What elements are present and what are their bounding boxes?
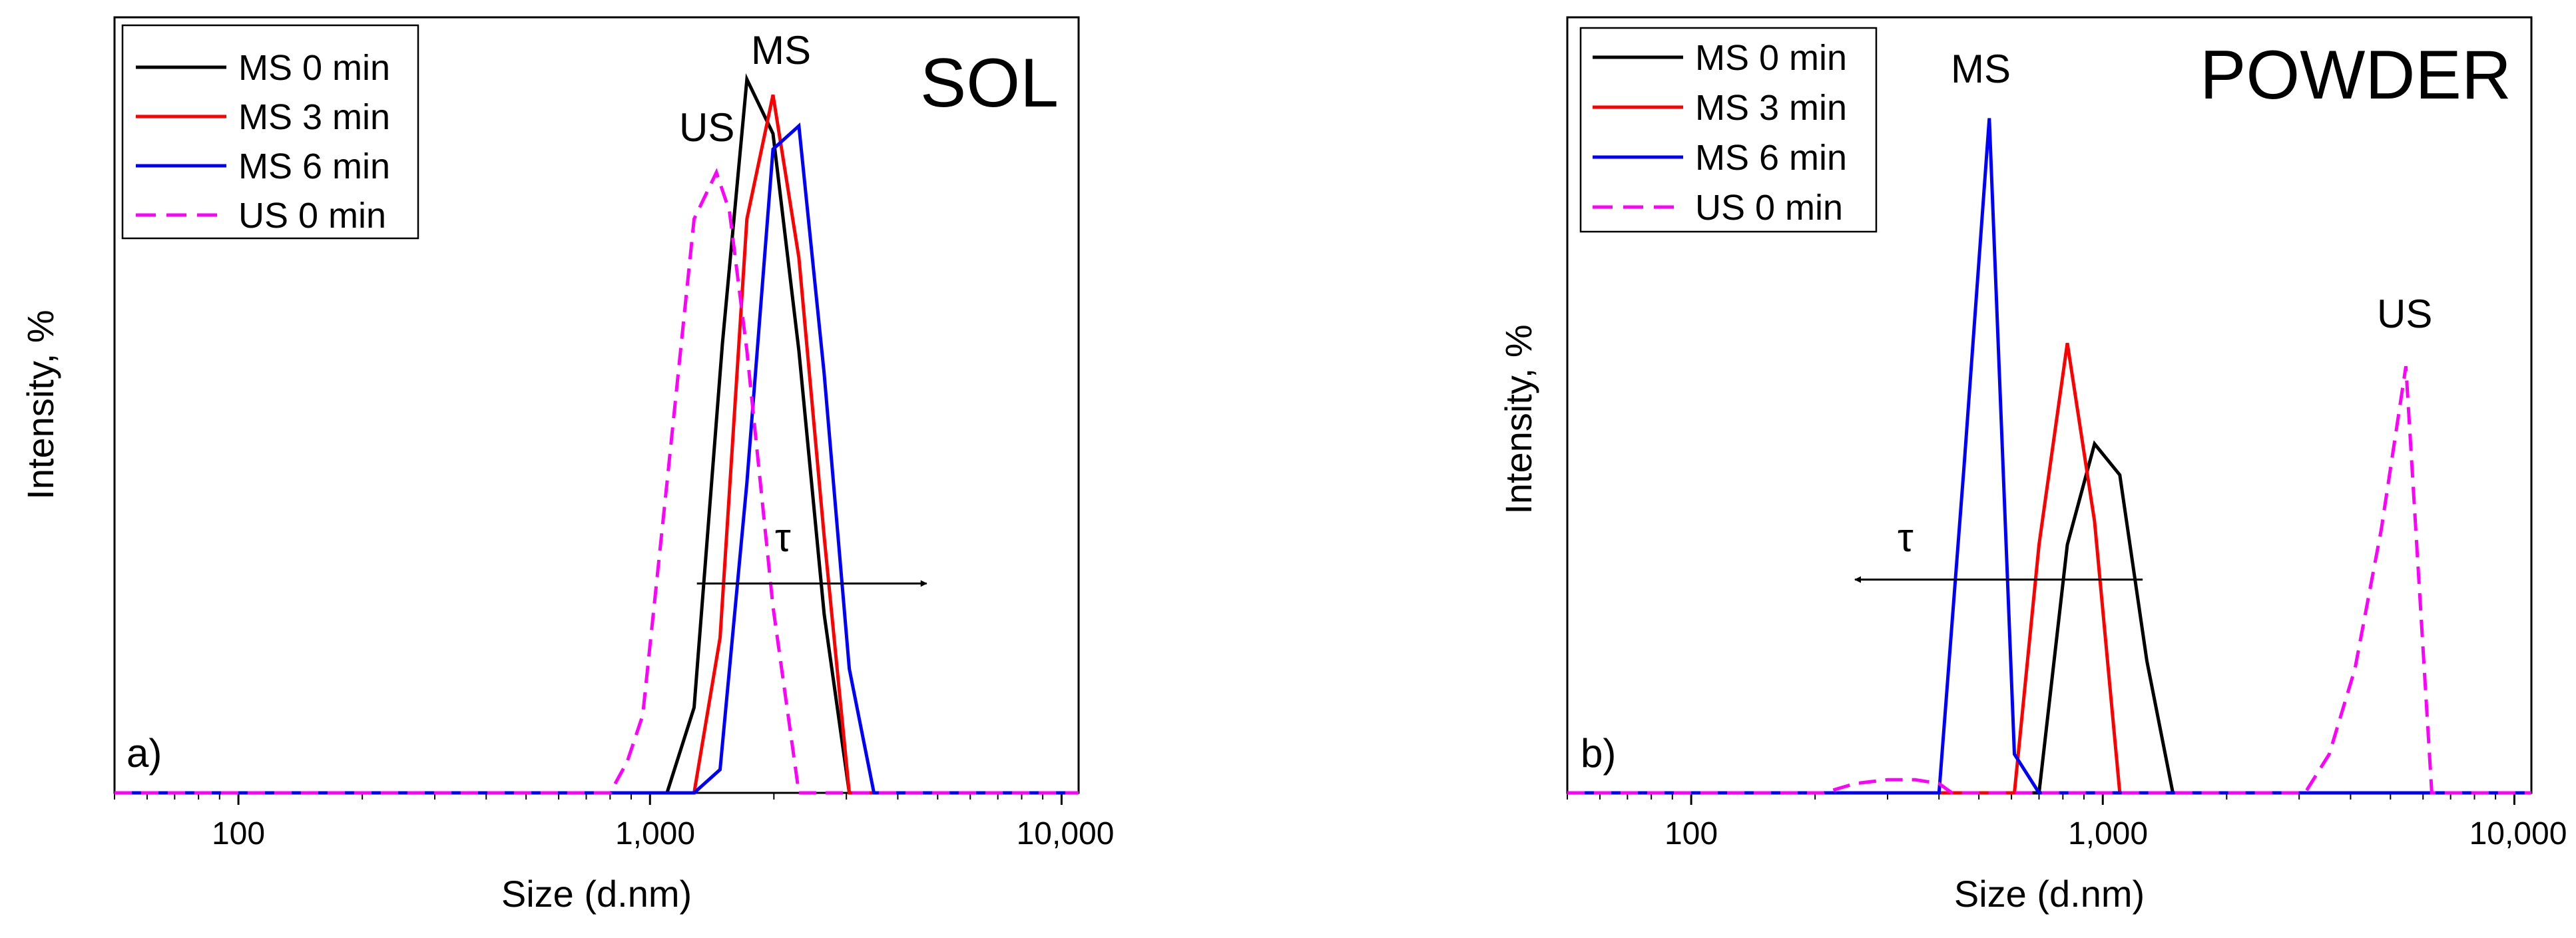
legend-label-ms-3: MS 3 min (238, 97, 390, 137)
x-axis-title: Size (d.nm) (501, 873, 692, 915)
x-ticks (114, 793, 1063, 805)
panel-label: b) (1581, 731, 1616, 776)
series-line-ms-6-min (1567, 118, 2531, 795)
tick-label-1000: 1,000 (615, 816, 695, 851)
y-axis-title: Intensity, % (1497, 324, 1539, 514)
legend-box (121, 24, 419, 240)
series-line-us-0-min (1567, 365, 2531, 795)
y-axis-title: Intensity, % (19, 310, 61, 499)
series-line-ms-3-min (1567, 342, 2531, 795)
legend: MS 0 min MS 3 min MS 6 min US 0 min (1579, 27, 1878, 233)
panel-sol: SOL a) 100 1,000 10,000 Size (d.nm) Inte… (19, 16, 1115, 915)
series-line-ms-3-min (115, 94, 1079, 795)
annotation-us: US (2377, 292, 2432, 336)
series-line-ms-0-min (115, 73, 1079, 795)
tick-label-10000: 10,000 (2469, 816, 2567, 851)
legend-box (1579, 27, 1878, 233)
series-line-ms-0-min (1567, 440, 2531, 795)
tick-label-1000: 1,000 (2068, 816, 2148, 851)
legend-label-ms-3: MS 3 min (1695, 88, 1847, 128)
tick-label-100: 100 (1665, 816, 1718, 851)
plot-area (115, 73, 1079, 795)
panel-title: SOL (920, 45, 1059, 122)
x-axis-title: Size (d.nm) (1954, 873, 2145, 915)
legend-label-ms-0: MS 0 min (238, 48, 390, 88)
panel-powder: POWDER b) 100 1,000 10,000 Size (d.nm) I… (1497, 16, 2567, 915)
legend-label-ms-6: MS 6 min (1695, 138, 1847, 178)
plot-area (1567, 118, 2531, 795)
legend-label-us-0: US 0 min (238, 196, 386, 236)
panel-title: POWDER (2200, 37, 2511, 114)
x-ticks (1567, 793, 2515, 805)
annotation-tau: τ (775, 515, 791, 560)
series-line-us-0-min (115, 168, 1079, 795)
annotation-us: US (679, 105, 734, 150)
legend-label-ms-0: MS 0 min (1695, 38, 1847, 78)
tick-label-10000: 10,000 (1017, 816, 1115, 851)
series-line-ms-6-min (115, 122, 1079, 795)
legend-label-us-0: US 0 min (1695, 188, 1843, 228)
tick-label-100: 100 (212, 816, 265, 851)
panel-label: a) (127, 731, 162, 776)
annotation-tau: τ (1898, 515, 1914, 560)
legend-label-ms-6: MS 6 min (238, 146, 390, 186)
annotation-ms: MS (1951, 47, 2011, 91)
legend: MS 0 min MS 3 min MS 6 min US 0 min (121, 24, 419, 240)
annotation-ms: MS (751, 28, 811, 73)
